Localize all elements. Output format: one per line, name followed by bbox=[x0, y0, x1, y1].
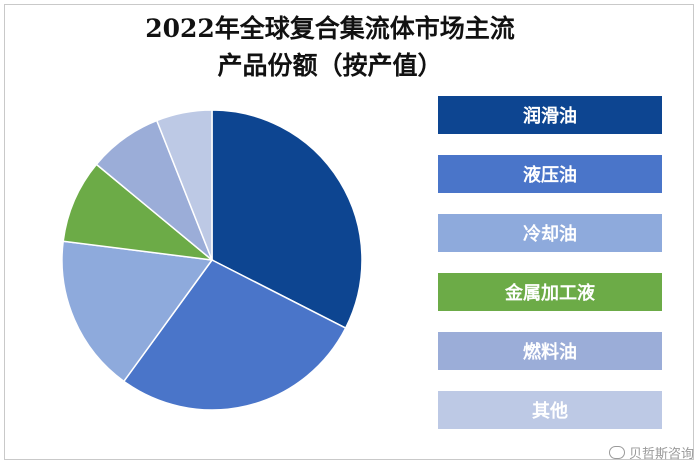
legend-item-1: 液压油 bbox=[438, 155, 662, 193]
watermark-text: 贝哲斯咨询 bbox=[628, 447, 694, 462]
chart-frame bbox=[4, 4, 694, 460]
legend-item-4: 燃料油 bbox=[438, 332, 662, 370]
pie-slice-3 bbox=[62, 163, 215, 262]
legend-item-2: 冷却油 bbox=[438, 214, 662, 252]
watermark: 贝哲斯咨询 bbox=[608, 443, 694, 462]
pie-slice-2 bbox=[61, 240, 214, 383]
chart-title-line1: 2022年全球复合集流体市场主流 bbox=[145, 14, 515, 43]
legend-item-5: 其他 bbox=[438, 391, 662, 429]
chart-title-line2: 产品份额（按产值） bbox=[217, 51, 443, 80]
pie-slice-5 bbox=[155, 109, 213, 261]
weibo-icon bbox=[608, 446, 625, 459]
pie-slice-1 bbox=[122, 259, 347, 411]
pie-slice-0 bbox=[211, 109, 363, 330]
legend-item-0: 润滑油 bbox=[438, 96, 662, 134]
legend-item-3: 金属加工液 bbox=[438, 273, 662, 311]
chart-title: 2022年全球复合集流体市场主流 产品份额（按产值） bbox=[110, 10, 550, 84]
